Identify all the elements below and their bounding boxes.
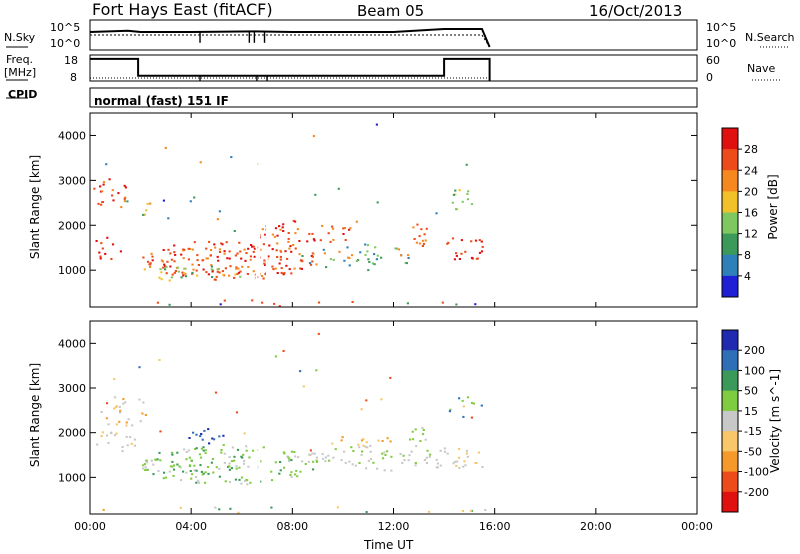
- power-cbar-label: 8: [744, 249, 751, 262]
- noise-ytick-right-bottom: 10^0: [706, 37, 737, 50]
- noise-ytick-left-top: 10^5: [50, 21, 81, 34]
- freq-ytick-left-bottom: 8: [70, 71, 77, 84]
- power-echo-streak: [412, 223, 428, 247]
- power-gap-0: [255, 114, 258, 306]
- velocity-colorbar: [722, 330, 738, 513]
- power-gap-2: [265, 114, 268, 306]
- velocity-cbar-label: 15: [744, 405, 758, 418]
- freq-ytick-left-top: 18: [64, 54, 78, 67]
- power-echo-low-green: [143, 265, 242, 282]
- nsearch-label: N.Search: [745, 31, 795, 44]
- velocity-echo-evening: [307, 444, 432, 472]
- series-line-nsky: [89, 28, 491, 48]
- velocity-echo-early-far: [100, 396, 147, 427]
- power-colorbar: [722, 128, 738, 298]
- velocity-echo-streak: [409, 427, 429, 452]
- freq-panel-frame: [89, 54, 698, 82]
- xtick-label: 00:00: [74, 520, 106, 533]
- series-line-freq: [90, 57, 491, 82]
- power-echo-early-far: [93, 178, 127, 209]
- velocity-scatter-noise: [105, 332, 473, 452]
- velocity-ytick-label: 2000: [58, 427, 86, 440]
- xtick-label: 20:00: [580, 520, 612, 533]
- velocity-gap-1: [258, 322, 261, 513]
- power-echo-early-near: [95, 236, 122, 260]
- xtick-label: 04:00: [175, 520, 207, 533]
- velocity-echo-late-far: [448, 397, 483, 418]
- velocity-gap-2: [265, 322, 268, 513]
- power-cbar-label: 4: [744, 270, 751, 283]
- power-echo-late: [446, 237, 484, 261]
- velocity-echo-blue: [188, 428, 225, 445]
- velocity-echo-late: [428, 447, 484, 469]
- series-line-nsearch: [90, 34, 491, 48]
- xtick-label: 16:00: [479, 520, 511, 533]
- x-axis-title: Time UT: [364, 538, 414, 552]
- power-cbar-label: 20: [744, 185, 758, 198]
- velocity-cbar-label: -200: [744, 486, 769, 499]
- freq-ytick-right-bottom: 0: [706, 71, 713, 84]
- noise-ytick-left-bottom: 10^0: [50, 37, 81, 50]
- cpid-panel-frame: [89, 87, 698, 108]
- velocity-gap-0: [255, 322, 258, 513]
- velocity-cbar-label: -15: [744, 425, 762, 438]
- velocity-echo-early-near: [96, 431, 137, 453]
- velocity-cbar-label: -50: [744, 445, 762, 458]
- velocity-ground-scatter: [102, 506, 487, 514]
- beam-label: Beam 05: [357, 2, 425, 20]
- power-ytick-label: 3000: [58, 174, 86, 187]
- velocity-colorbar-frame: [721, 329, 739, 513]
- nave-label: Nave: [747, 62, 776, 75]
- power-echo-early-mid: [143, 202, 152, 216]
- freq-ytick-right-top: 60: [706, 54, 720, 67]
- velocity-cbar-label: 200: [744, 344, 765, 357]
- velocity-panel-bg: [90, 321, 697, 514]
- power-cbar-label: 24: [744, 164, 758, 177]
- velocity-ytick-label: 1000: [58, 471, 86, 484]
- xtick-label: 00:00: [681, 520, 713, 533]
- nsky-label: N.Sky: [4, 31, 36, 44]
- noise-panel-frame: [89, 19, 698, 51]
- velocity-cbar-label: 100: [744, 364, 765, 377]
- power-cbar-label: 16: [744, 207, 758, 220]
- xtick-label: 12:00: [378, 520, 410, 533]
- chart-title: Fort Hays East (fitACF): [92, 0, 273, 19]
- noise-ytick-right-top: 10^5: [706, 21, 737, 34]
- velocity-echo-orange: [340, 436, 392, 447]
- power-ground-scatter: [156, 299, 477, 308]
- power-cbar-label: 12: [744, 228, 758, 241]
- power-echo-evening: [301, 243, 410, 272]
- power-gap-1: [258, 114, 261, 306]
- velocity-ytick-label: 3000: [58, 382, 86, 395]
- velocity-cbar-label: 50: [744, 385, 758, 398]
- power-ytick-label: 2000: [58, 219, 86, 232]
- power-ytick-label: 4000: [58, 129, 86, 142]
- date-label: 16/Oct/2013: [589, 2, 683, 20]
- power-cbar-label: 28: [744, 143, 758, 156]
- velocity-cbar-label: -100: [744, 466, 769, 479]
- freq-label: Freq.: [6, 53, 34, 66]
- xtick-label: 08:00: [276, 520, 308, 533]
- velocity-echo-main: [142, 444, 319, 486]
- power-scatter-noise: [105, 123, 468, 232]
- power-echo-late-far: [451, 189, 474, 211]
- velocity-ytick-label: 4000: [58, 337, 86, 350]
- cpid-value: normal (fast) 151 IF: [94, 94, 229, 108]
- power-ytick-label: 1000: [58, 264, 86, 277]
- freq-unit-label: [MHz]: [4, 66, 37, 79]
